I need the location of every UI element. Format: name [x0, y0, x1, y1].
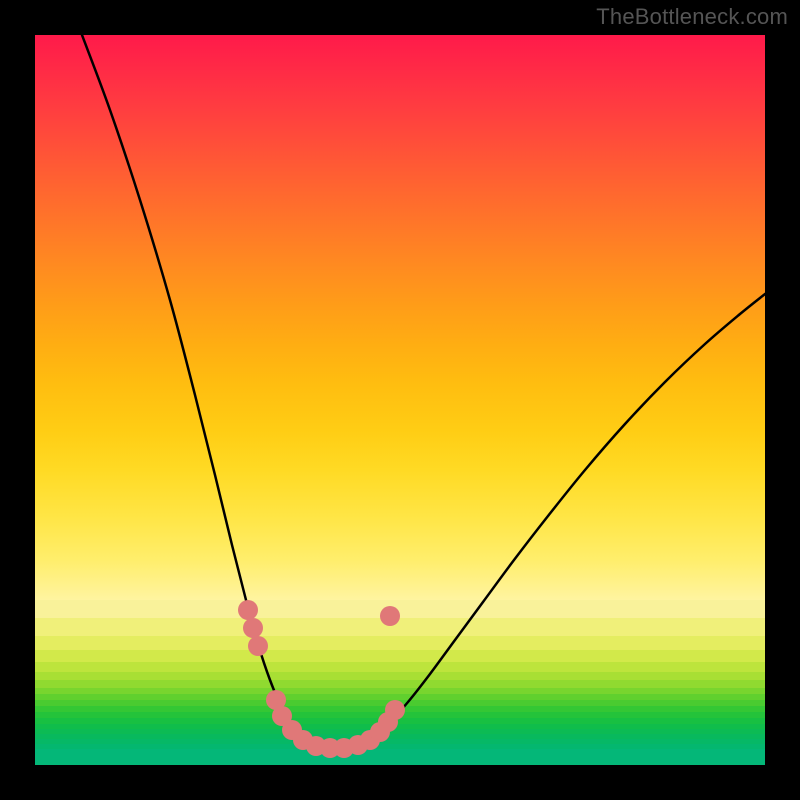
data-marker	[248, 636, 268, 656]
bottleneck-chart	[0, 0, 800, 800]
data-marker	[238, 600, 258, 620]
data-marker	[243, 618, 263, 638]
data-marker	[385, 700, 405, 720]
chart-stage: TheBottleneck.com	[0, 0, 800, 800]
data-marker	[380, 606, 400, 626]
attribution-label: TheBottleneck.com	[596, 4, 788, 30]
